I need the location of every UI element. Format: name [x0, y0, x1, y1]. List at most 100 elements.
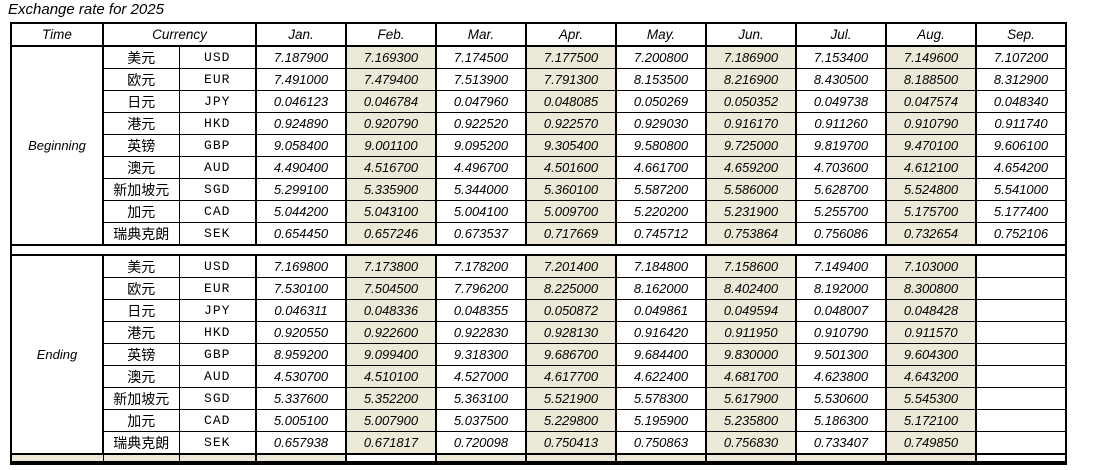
- currency-name-cell: 欧元: [102, 277, 180, 300]
- currency-name-cell: 美元: [102, 254, 180, 278]
- rate-cell: 7.107200: [975, 45, 1067, 69]
- rate-cell: 5.299100: [255, 178, 347, 201]
- rate-cell: 5.524800: [885, 178, 977, 201]
- rate-cell: 5.044200: [255, 200, 347, 223]
- rate-cell: 4.530700: [255, 365, 347, 388]
- rate-cell: 8.188500: [885, 68, 977, 91]
- rate-cell: 7.169800: [255, 254, 347, 278]
- rate-cell: 5.530600: [795, 387, 887, 410]
- currency-code-cell: EUR: [178, 277, 257, 300]
- rate-cell: 9.470100: [885, 134, 977, 157]
- rate-cell: 9.001100: [345, 134, 437, 157]
- currency-name-cell: 瑞典克朗: [102, 222, 180, 246]
- currency-name-cell: 欧元: [102, 68, 180, 91]
- rate-cell: 0.049594: [705, 299, 797, 322]
- rate-cell: 0.048355: [435, 299, 527, 322]
- footer-strip-cell: [10, 453, 104, 464]
- table-row: 澳元 AUD 4.490400 4.516700 4.496700 4.501600 4.6…: [11, 156, 1067, 179]
- rate-cell: 7.158600: [705, 254, 797, 278]
- header-month-mar: Mar.: [435, 22, 527, 47]
- table-row: 新加坡元 SGD 5.337600 5.352200 5.363100 5.521900 5…: [11, 387, 1067, 410]
- rate-cell: 5.229800: [525, 409, 617, 432]
- rate-cell: 7.796200: [435, 277, 527, 300]
- rate-cell: 0.916170: [705, 112, 797, 135]
- header-row: Time Currency Jan. Feb. Mar. Apr. May. J…: [10, 22, 1067, 47]
- rate-cell: 0.048340: [975, 90, 1067, 113]
- rate-cell: 5.043100: [345, 200, 437, 223]
- rate-cell: 4.623800: [795, 365, 887, 388]
- rate-cell: 0.910790: [885, 112, 977, 135]
- header-time: Time: [10, 22, 104, 47]
- rate-cell: 7.153400: [795, 45, 887, 69]
- rate-cell: 7.174500: [435, 45, 527, 69]
- rate-cell: 0.750863: [615, 431, 707, 455]
- rate-cell: 0.733407: [795, 431, 887, 455]
- rate-cell: 7.530100: [255, 277, 347, 300]
- rate-cell: 9.305400: [525, 134, 617, 157]
- rate-cell: 0.657246: [345, 222, 437, 246]
- rate-cell: 5.195900: [615, 409, 707, 432]
- rate-cell: 0.671817: [345, 431, 437, 455]
- header-month-jan: Jan.: [255, 22, 347, 47]
- currency-code-cell: HKD: [178, 321, 257, 344]
- rate-cell: [975, 431, 1067, 455]
- rate-cell: 0.750413: [525, 431, 617, 455]
- rate-cell: 7.103000: [885, 254, 977, 278]
- currency-code-cell: AUD: [178, 365, 257, 388]
- section-label-cell: Beginning: [10, 45, 104, 246]
- rate-cell: 4.659200: [705, 156, 797, 179]
- rate-cell: 8.300800: [885, 277, 977, 300]
- table-row: 港元 HKD 0.924890 0.920790 0.922520 0.922570 0.9…: [11, 112, 1067, 135]
- footer-strip-cell: [885, 453, 977, 464]
- rate-cell: 5.578300: [615, 387, 707, 410]
- rate-cell: [975, 409, 1067, 432]
- currency-code-cell: CAD: [178, 409, 257, 432]
- footer-strip-cell: [615, 453, 707, 464]
- rate-cell: 9.819700: [795, 134, 887, 157]
- table-row: 欧元 EUR 7.530100 7.504500 7.796200 8.225000 8.1…: [11, 277, 1067, 300]
- rate-cell: 7.504500: [345, 277, 437, 300]
- rate-cell: 5.255700: [795, 200, 887, 223]
- rate-cell: 9.095200: [435, 134, 527, 157]
- rate-cell: 0.047574: [885, 90, 977, 113]
- rate-cell: 0.049738: [795, 90, 887, 113]
- currency-code-cell: JPY: [178, 299, 257, 322]
- rate-cell: 0.911740: [975, 112, 1067, 135]
- rate-cell: 0.916420: [615, 321, 707, 344]
- header-month-apr: Apr.: [525, 22, 617, 47]
- rate-cell: 7.149400: [795, 254, 887, 278]
- rate-cell: 5.007900: [345, 409, 437, 432]
- rate-cell: 5.586000: [705, 178, 797, 201]
- rate-cell: 9.580800: [615, 134, 707, 157]
- rate-cell: 7.791300: [525, 68, 617, 91]
- currency-name-cell: 日元: [102, 299, 180, 322]
- rate-cell: 0.048336: [345, 299, 437, 322]
- table-row: 瑞典克朗 SEK 0.657938 0.671817 0.720098 0.750413 0…: [11, 431, 1067, 455]
- rate-cell: 8.402400: [705, 277, 797, 300]
- rate-cell: 4.496700: [435, 156, 527, 179]
- rate-cell: 4.490400: [255, 156, 347, 179]
- footer-strip-cell: [255, 453, 347, 464]
- rate-cell: 5.005100: [255, 409, 347, 432]
- section-separator-cell: [10, 244, 1067, 256]
- currency-name-cell: 澳元: [102, 156, 180, 179]
- rate-cell: 9.318300: [435, 343, 527, 366]
- rate-cell: 5.231900: [705, 200, 797, 223]
- rate-cell: 0.749850: [885, 431, 977, 455]
- rate-cell: 4.661700: [615, 156, 707, 179]
- rate-cell: 7.169300: [345, 45, 437, 69]
- rate-cell: 5.175700: [885, 200, 977, 223]
- rate-cell: 0.922600: [345, 321, 437, 344]
- rate-cell: 9.830000: [705, 343, 797, 366]
- rate-cell: 8.225000: [525, 277, 617, 300]
- rate-cell: 5.335900: [345, 178, 437, 201]
- rate-cell: 0.046311: [255, 299, 347, 322]
- rate-cell: 8.162000: [615, 277, 707, 300]
- rate-cell: 0.717669: [525, 222, 617, 246]
- rate-cell: 4.501600: [525, 156, 617, 179]
- table-row: 加元 CAD 5.005100 5.007900 5.037500 5.229800 5.1…: [11, 409, 1067, 432]
- rate-cell: 5.172100: [885, 409, 977, 432]
- table-row: 英镑 GBP 8.959200 9.099400 9.318300 9.686700 9.6…: [11, 343, 1067, 366]
- rate-cell: 0.756086: [795, 222, 887, 246]
- currency-code-cell: GBP: [178, 134, 257, 157]
